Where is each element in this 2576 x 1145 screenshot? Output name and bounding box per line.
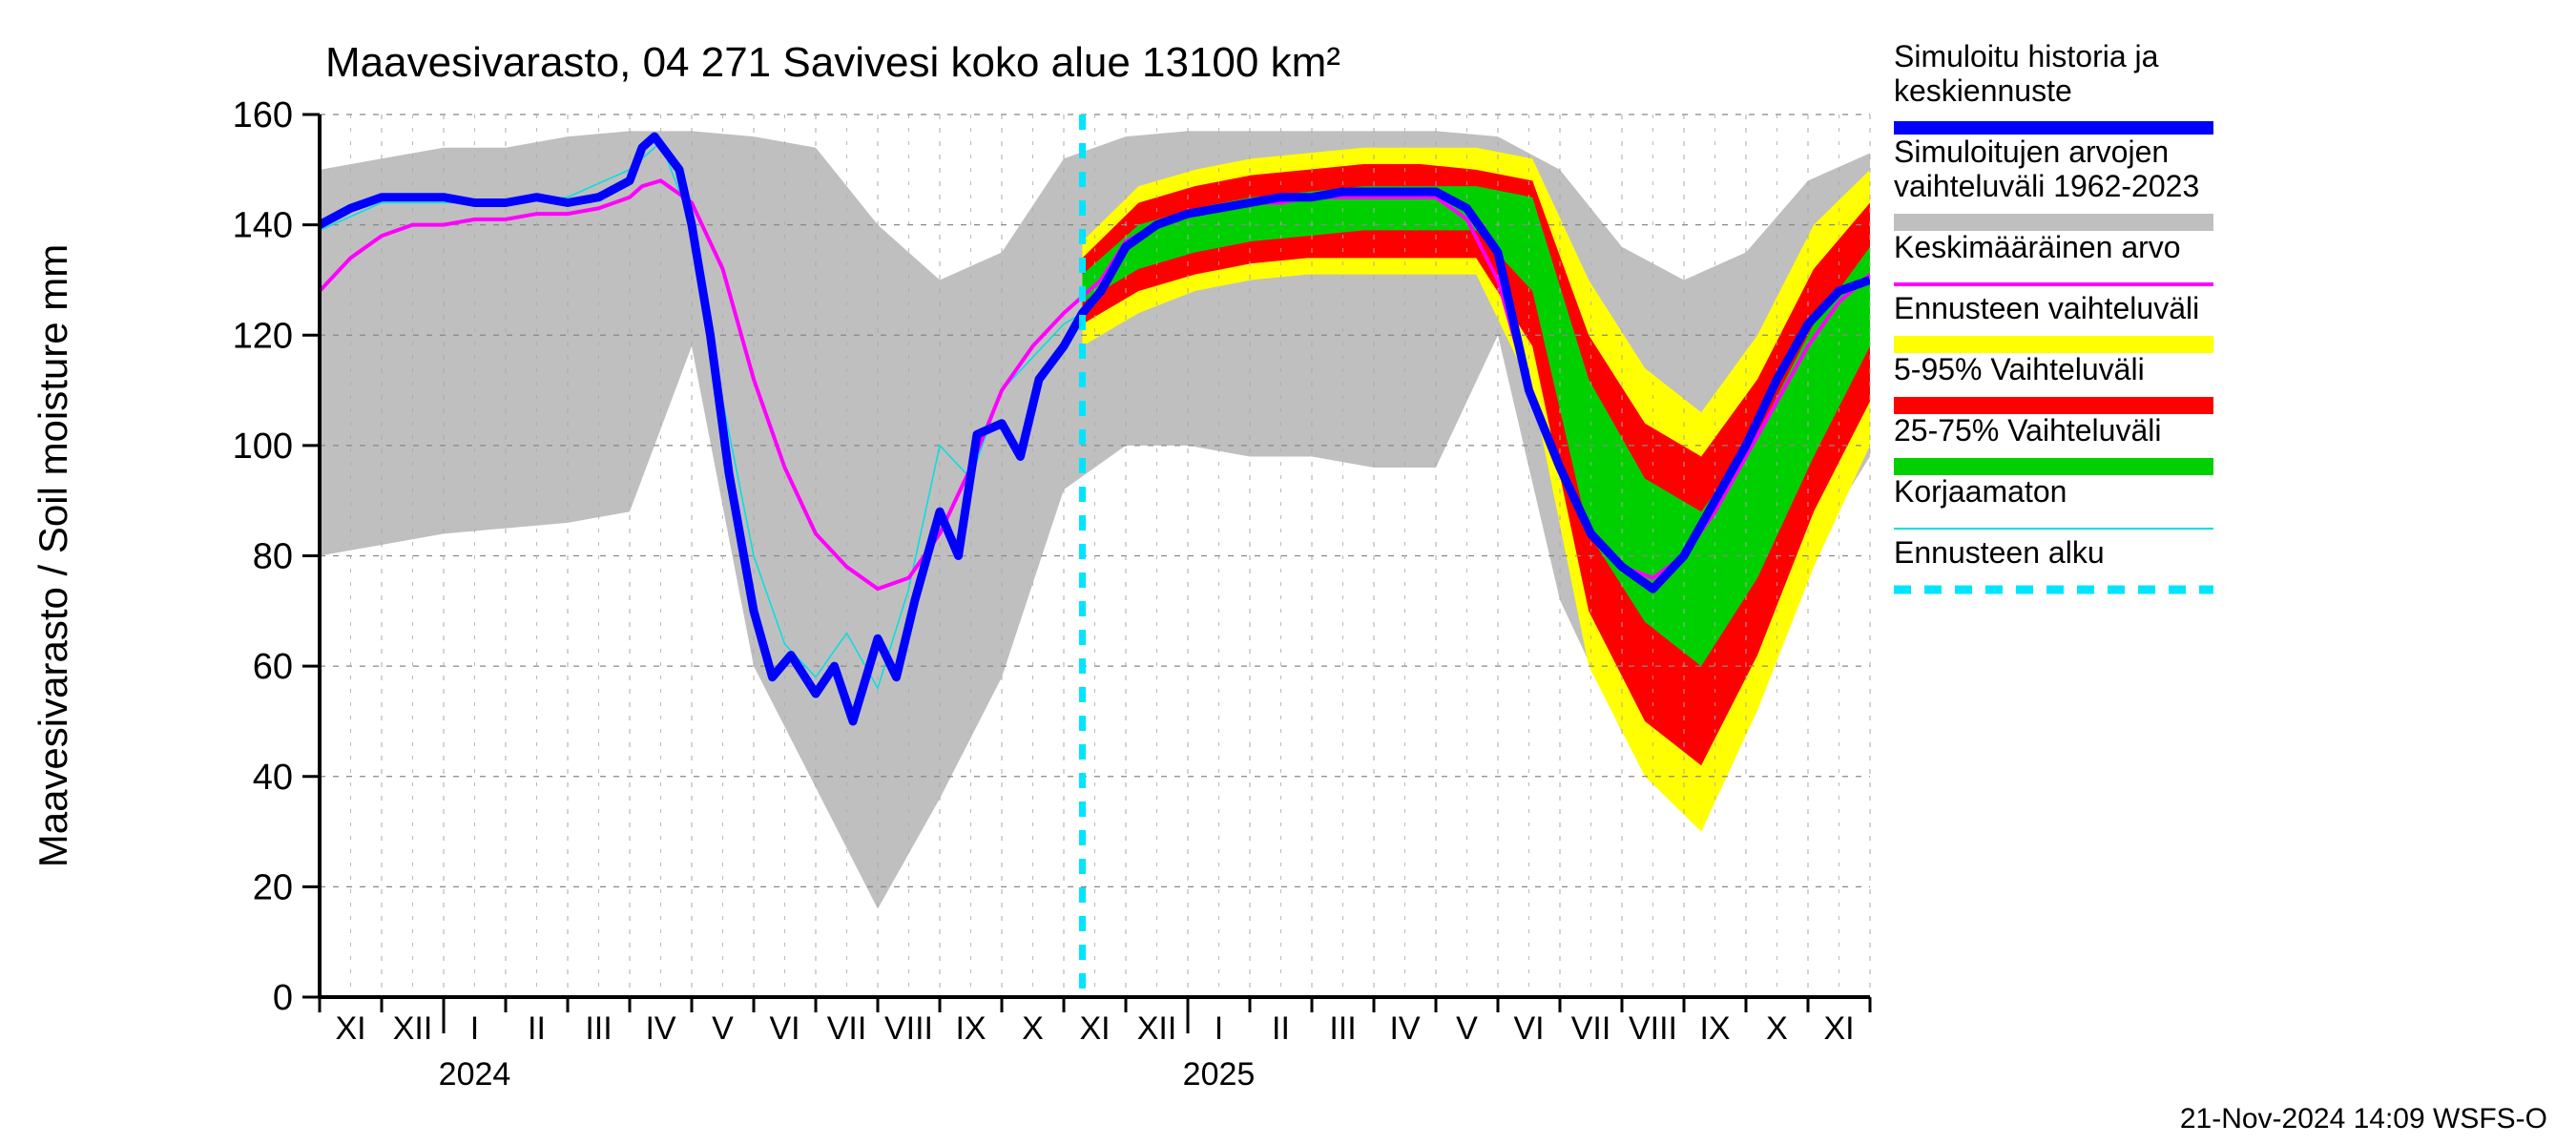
legend-label: Korjaamaton: [1894, 474, 2067, 509]
y-tick-label: 60: [253, 647, 293, 687]
year-label: 2025: [1183, 1056, 1256, 1093]
month-label: VII: [827, 1010, 867, 1047]
y-tick-label: 20: [253, 867, 293, 907]
y-tick-label: 80: [253, 537, 293, 577]
month-label: IX: [955, 1010, 986, 1047]
month-label: IV: [645, 1010, 675, 1047]
y-tick-label: 0: [273, 978, 293, 1018]
month-label: X: [1766, 1010, 1788, 1047]
month-label: XII: [1137, 1010, 1177, 1047]
month-label: XI: [1079, 1010, 1110, 1047]
month-label: VI: [769, 1010, 800, 1047]
month-label: II: [528, 1010, 546, 1047]
month-label: I: [470, 1010, 479, 1047]
month-label: XI: [335, 1010, 365, 1047]
legend-label: keskiennuste: [1894, 73, 2072, 108]
legend-swatch: [1894, 214, 2213, 231]
month-label: II: [1272, 1010, 1290, 1047]
month-label: IX: [1699, 1010, 1730, 1047]
legend-label: Keskimääräinen arvo: [1894, 230, 2181, 264]
legend-label: Ennusteen alku: [1894, 535, 2105, 570]
legend-label: vaihteluväli 1962-2023: [1894, 169, 2199, 203]
month-label: X: [1022, 1010, 1044, 1047]
y-tick-label: 120: [233, 316, 293, 356]
month-label: VI: [1513, 1010, 1544, 1047]
legend-label: Simuloitu historia ja: [1894, 39, 2159, 73]
y-tick-label: 140: [233, 206, 293, 246]
legend-swatch: [1894, 458, 2213, 475]
chart-title: Maavesivarasto, 04 271 Savivesi koko alu…: [325, 39, 1340, 86]
legend-label: 5-95% Vaihteluväli: [1894, 352, 2145, 386]
month-label: VIII: [884, 1010, 933, 1047]
month-label: IV: [1389, 1010, 1420, 1047]
year-label: 2024: [439, 1056, 511, 1093]
month-label: III: [585, 1010, 612, 1047]
y-tick-label: 40: [253, 758, 293, 798]
month-label: V: [712, 1010, 734, 1047]
month-label: XII: [393, 1010, 433, 1047]
month-label: III: [1329, 1010, 1356, 1047]
month-label: V: [1456, 1010, 1478, 1047]
y-tick-label: 100: [233, 427, 293, 467]
legend-label: 25-75% Vaihteluväli: [1894, 413, 2161, 448]
y-tick-label: 160: [233, 95, 293, 135]
month-label: VII: [1571, 1010, 1611, 1047]
month-label: XI: [1823, 1010, 1854, 1047]
footer-timestamp: 21-Nov-2024 14:09 WSFS-O: [2180, 1103, 2547, 1135]
legend-label: Simuloitujen arvojen: [1894, 135, 2169, 169]
month-label: VIII: [1629, 1010, 1677, 1047]
soil-moisture-chart: 020406080100120140160XIXIIIIIIIIIVVVIVII…: [0, 0, 2576, 1145]
legend-label: Ennusteen vaihteluväli: [1894, 291, 2199, 325]
legend-swatch: [1894, 336, 2213, 353]
month-label: I: [1215, 1010, 1223, 1047]
legend-swatch: [1894, 397, 2213, 414]
y-axis-label: Maavesivarasto / Soil moisture mm: [31, 244, 75, 868]
